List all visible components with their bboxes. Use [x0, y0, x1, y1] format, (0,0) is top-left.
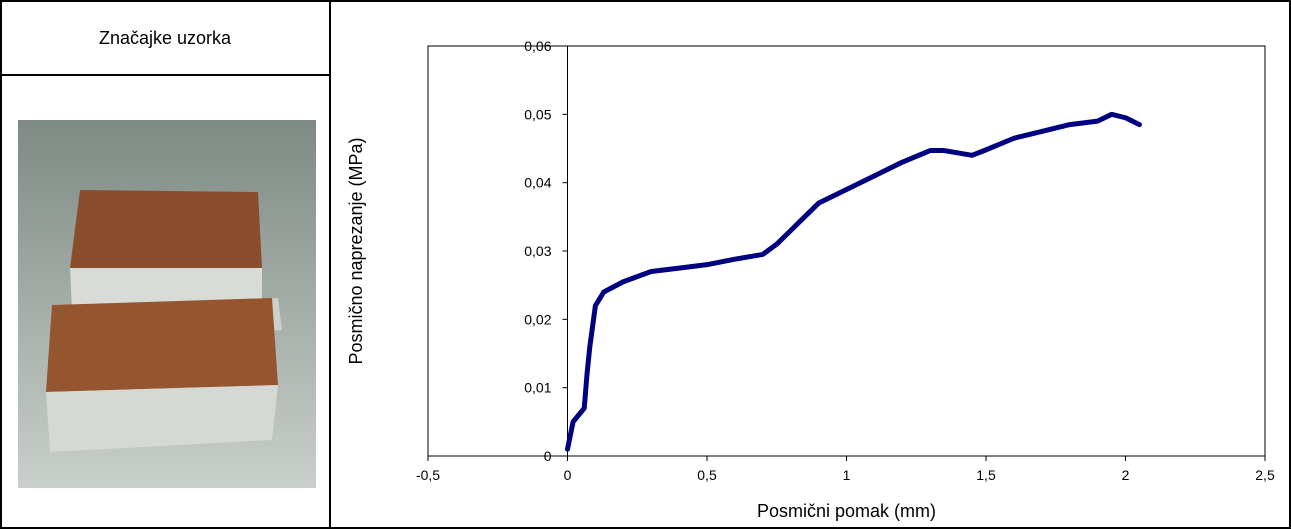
x-tick-label: 1 [843, 467, 851, 483]
y-tick-label: 0,05 [524, 106, 551, 122]
data-line [565, 111, 1142, 452]
y-tick-label: 0 [544, 448, 552, 464]
sample-photo [18, 120, 316, 488]
y-tick-label: 0,03 [524, 243, 551, 259]
x-tick-label: 1,5 [976, 467, 996, 483]
x-tick-label: -0,5 [416, 467, 440, 483]
x-tick-label: 2,5 [1255, 467, 1275, 483]
x-tick-label: 0,5 [697, 467, 717, 483]
x-axis-title: Posmični pomak (mm) [757, 501, 936, 521]
y-tick-label: 0,04 [524, 175, 551, 191]
y-tick-label: 0,01 [524, 380, 551, 396]
y-tick-label: 0,02 [524, 311, 551, 327]
x-tick-label: 2 [1122, 467, 1130, 483]
y-tick-label: 0,06 [524, 38, 551, 54]
cell-header: Značajke uzorka [99, 28, 232, 48]
x-tick-label: 0 [564, 467, 572, 483]
y-axis-title: Posmično naprezanje (MPa) [346, 137, 366, 364]
plot-frame [427, 45, 1266, 457]
